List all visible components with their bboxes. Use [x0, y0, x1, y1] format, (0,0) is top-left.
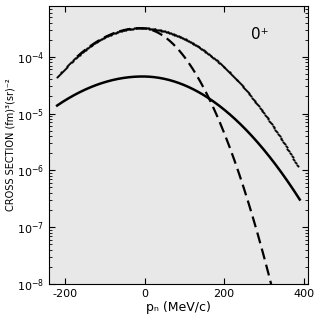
Y-axis label: CROSS SECTION (fm)³(sr)⁻²: CROSS SECTION (fm)³(sr)⁻² [5, 78, 16, 211]
X-axis label: pₙ (MeV/c): pₙ (MeV/c) [146, 301, 211, 315]
Text: 0⁺: 0⁺ [251, 27, 268, 42]
